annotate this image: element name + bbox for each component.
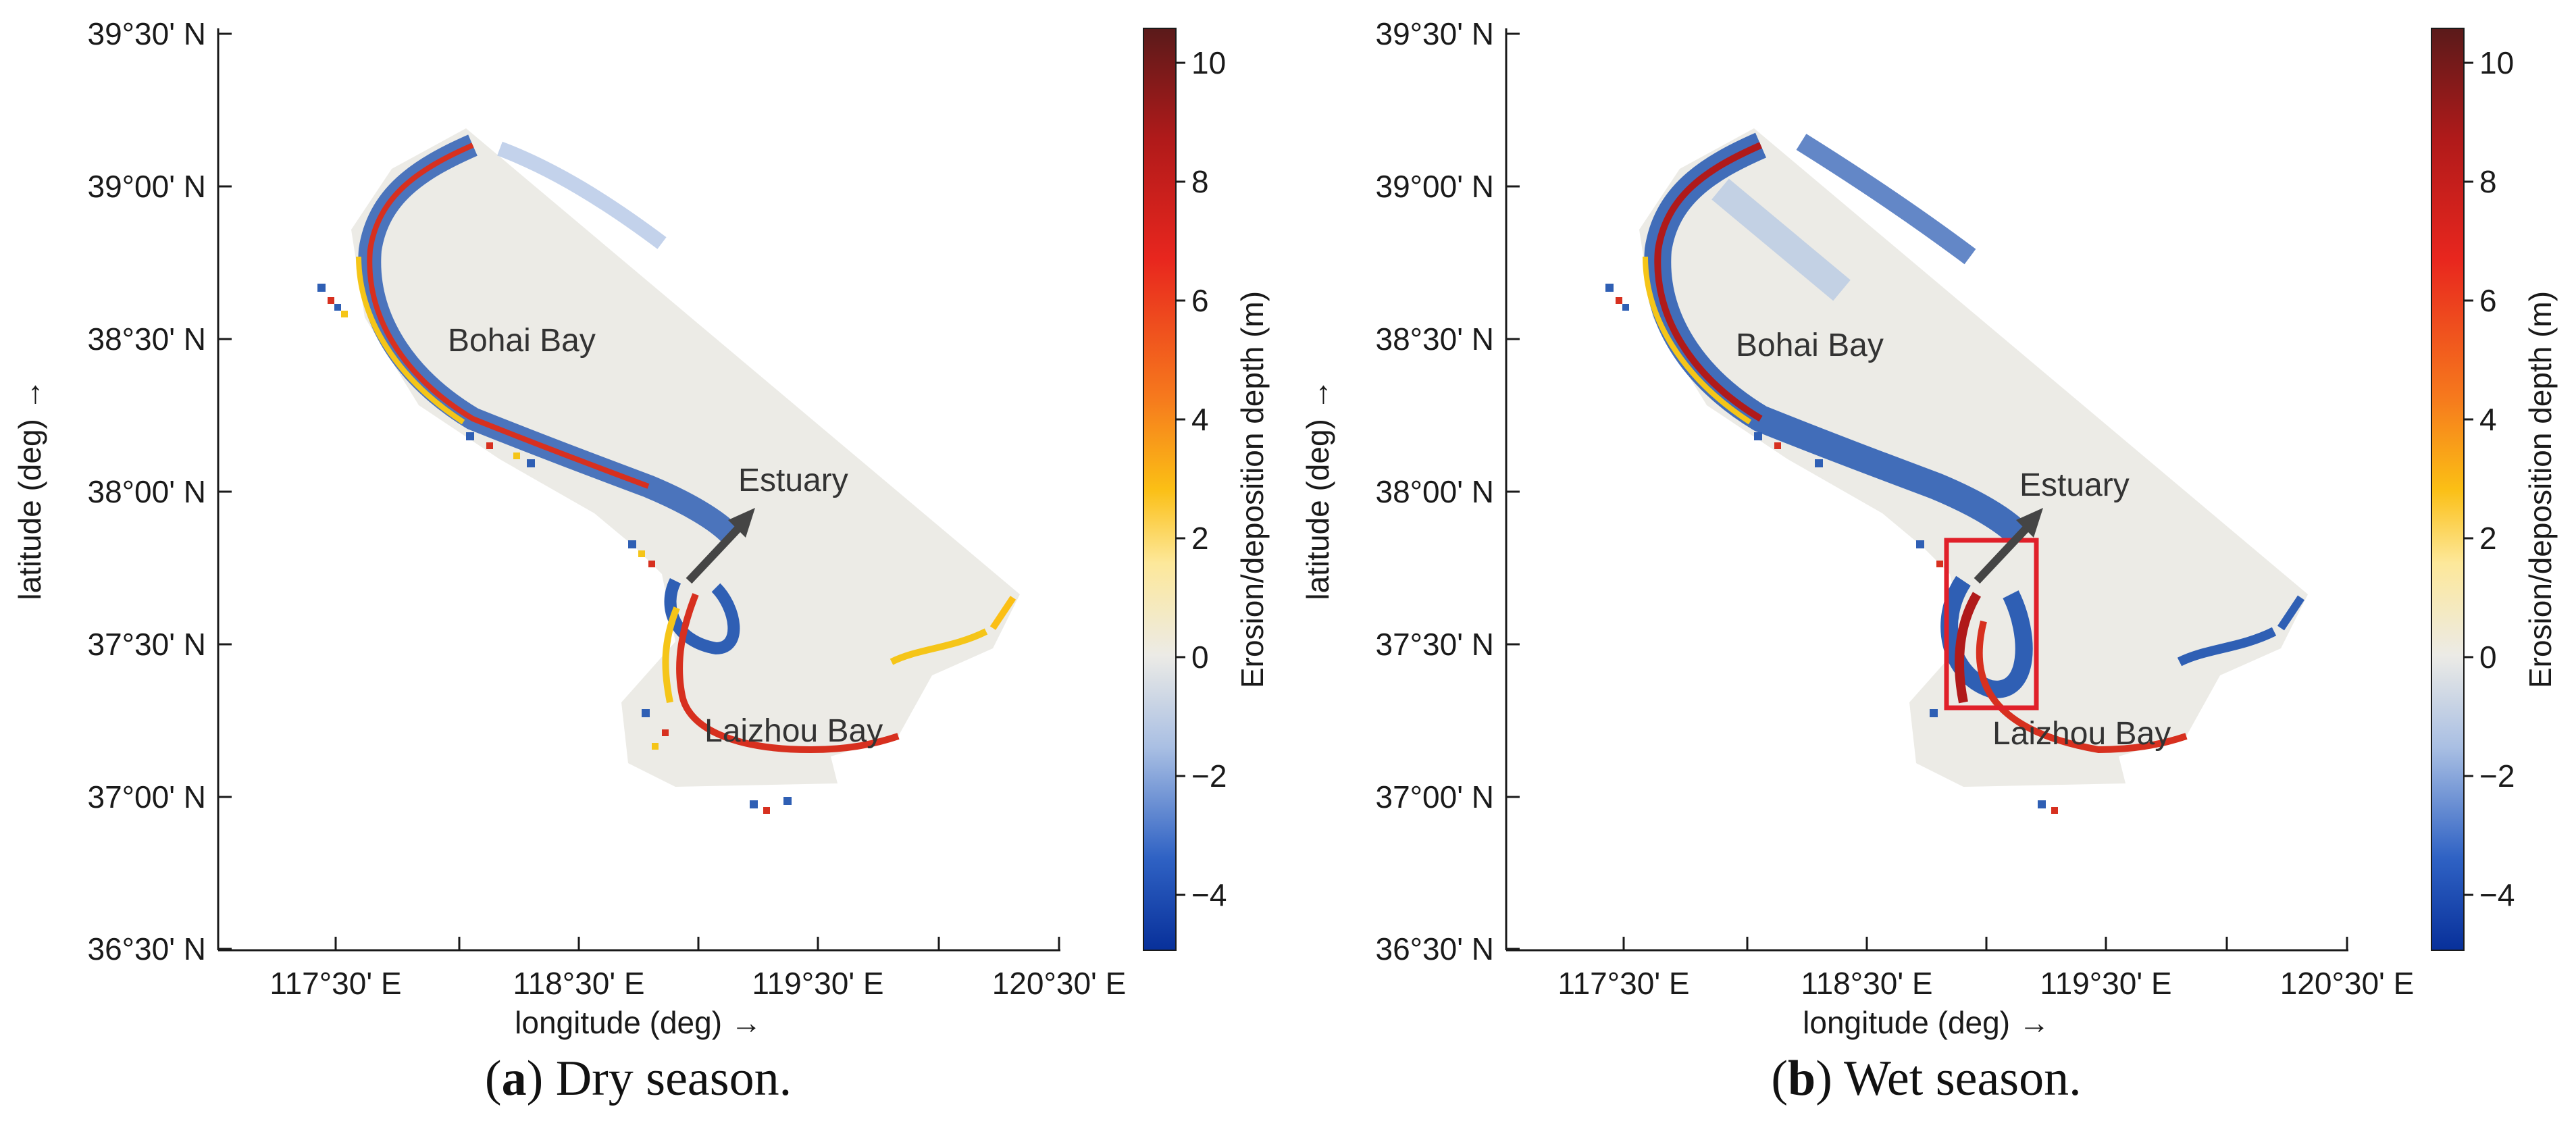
x-tick-label: 118°30' E [513,966,644,1001]
estuary-arrow [686,508,755,584]
y-tick-label: 36°30' N [87,931,206,966]
colorbar-label: Erosion/deposition depth (m) [2523,291,2558,688]
y-tick-label: 39°00' N [87,169,206,204]
colorbar-tick: 0 [1191,640,1209,675]
x-axis-label: longitude (deg) → [515,1005,762,1040]
y-axis-label: latitude (deg) → [12,379,47,600]
colorbar-tick: 10 [2479,45,2514,80]
bohai-sea-map [317,128,1020,814]
x-ticks [1622,937,2348,950]
map-figure-dry: Bohai Bay Estuary Laizhou Bay 39°30' N 3… [12,16,1270,1040]
x-tick-label: 117°30' E [269,966,401,1001]
x-tick-label: 118°30' E [1801,966,1932,1001]
colorbar-tick: 2 [1191,521,1209,556]
y-ticks [218,32,232,950]
colorbar-tick: 8 [2479,164,2497,199]
x-ticks [334,937,1060,950]
x-tick-label: 117°30' E [1557,966,1689,1001]
y-tick-label: 38°00' N [87,474,206,509]
caption-dry-season: (a) Dry season. [484,1051,792,1106]
y-ticks [1506,32,1520,950]
y-tick-label: 38°00' N [1375,474,1494,509]
y-tick-label: 37°00' N [87,779,206,814]
map-figure-wet: Bohai Bay Estuary Laizhou Bay 39°30' N 3… [1300,16,2558,1040]
y-tick-label: 39°00' N [1375,169,1494,204]
x-tick-label: 119°30' E [752,966,883,1001]
label-bohai-bay: Bohai Bay [1736,328,1884,363]
label-bohai-bay: Bohai Bay [448,323,596,359]
estuary-arrow [1974,508,2043,584]
label-laizhou-bay: Laizhou Bay [704,713,883,749]
colorbar-tick: 6 [1191,283,1209,318]
x-tick-label: 120°30' E [992,966,1127,1001]
colorbar: 10 8 6 4 2 0 −2 −4 Erosion/deposition de… [1143,28,1270,951]
colorbar: 10 8 6 4 2 0 −2 −4 Erosion/deposition de… [2431,28,2558,951]
colorbar-tick: 10 [1191,45,1226,80]
panel-wet-season: Bohai Bay Estuary Laizhou Bay 39°30' N 3… [1288,0,2576,1138]
colorbar-tick: 2 [2479,521,2497,556]
colorbar-tick: 8 [1191,164,1209,199]
highlight-box [1944,538,2039,710]
y-tick-label: 37°00' N [1375,779,1494,814]
y-tick-label: 38°30' N [1375,321,1494,357]
y-tick-label: 38°30' N [87,321,206,357]
colorbar-tick: −4 [2479,877,2515,912]
label-laizhou-bay: Laizhou Bay [1992,716,2171,752]
x-tick-label: 119°30' E [2040,966,2171,1001]
colorbar-tick: 6 [2479,283,2497,318]
x-axis-label: longitude (deg) → [1803,1005,2050,1040]
y-tick-label: 36°30' N [1375,931,1494,966]
colorbar-tick: 0 [2479,640,2497,675]
x-tick-label: 120°30' E [2280,966,2415,1001]
label-estuary: Estuary [738,463,848,498]
colorbar-tick: −2 [2479,758,2515,794]
colorbar-label: Erosion/deposition depth (m) [1235,291,1270,688]
colorbar-tick: −4 [1191,877,1227,912]
panel-dry-season: Bohai Bay Estuary Laizhou Bay 39°30' N 3… [12,16,1270,1106]
colorbar-tick: 4 [2479,402,2497,437]
label-estuary: Estuary [2019,467,2130,503]
colorbar-tick: −2 [1191,758,1227,794]
caption-wet-season: (b) Wet season. [1771,1051,2082,1106]
y-tick-label: 37°30' N [87,627,206,662]
bohai-sea-map [1605,128,2308,814]
y-tick-label: 37°30' N [1375,627,1494,662]
y-axis-label: latitude (deg) → [1300,379,1335,600]
y-tick-label: 39°30' N [87,16,206,51]
colorbar-tick: 4 [1191,402,1209,437]
y-tick-label: 39°30' N [1375,16,1494,51]
